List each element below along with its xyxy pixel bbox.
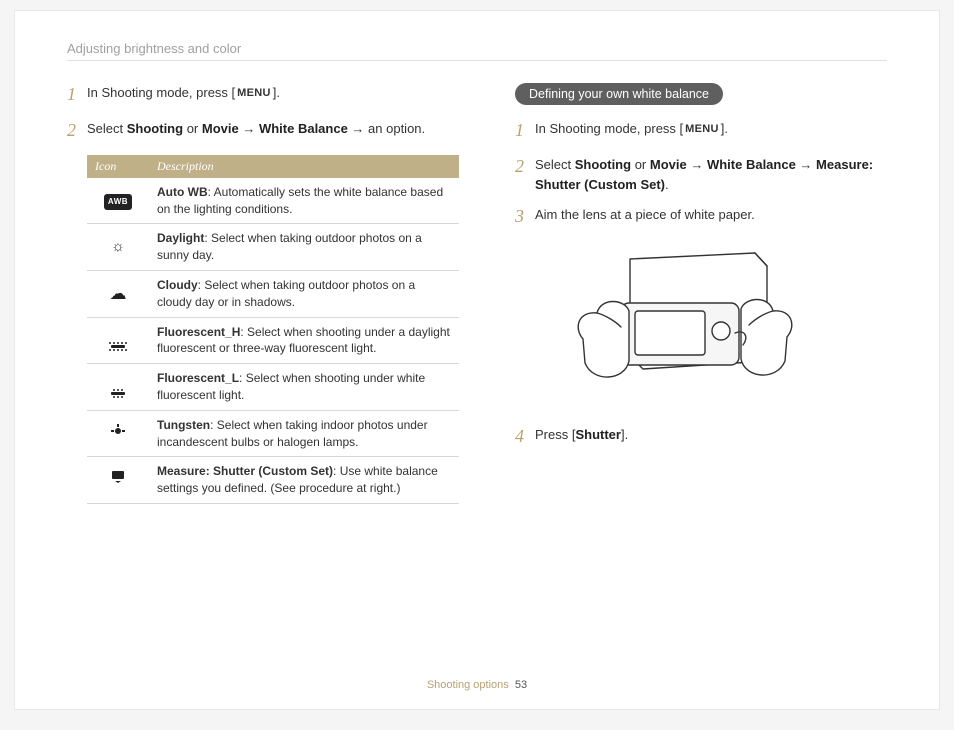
term: Measure: Shutter (Custom Set) — [157, 464, 333, 478]
t: White Balance — [259, 121, 348, 136]
fluorescent-h-icon — [109, 342, 127, 351]
right-step-1: 1 In Shooting mode, press [MENU]. — [515, 119, 887, 145]
t: Select — [535, 157, 575, 172]
auto-wb-icon: AWB — [104, 194, 132, 209]
icon-cell — [87, 457, 149, 504]
t: → — [239, 121, 259, 136]
term: Tungsten — [157, 418, 210, 432]
wb-tbody: AWB Auto WB: Automatically sets the white… — [87, 178, 459, 504]
icon-cell — [87, 317, 149, 364]
icon-cell: ☁ — [87, 270, 149, 317]
table-row: ☼ Daylight: Select when taking outdoor ph… — [87, 224, 459, 271]
t: or — [183, 121, 202, 136]
page-footer: Shooting options 53 — [15, 679, 939, 691]
desc-cell: Fluorescent_H: Select when shooting unde… — [149, 317, 459, 364]
term: Fluorescent_L — [157, 371, 239, 385]
illustration-hands-camera — [535, 241, 815, 411]
tungsten-icon — [110, 425, 126, 442]
left-step-1: 1 In Shooting mode, press [MENU]. — [67, 83, 459, 109]
footer-section: Shooting options — [427, 679, 509, 691]
t: → an option. — [348, 121, 425, 136]
t: → — [796, 157, 816, 172]
custom-set-icon — [110, 471, 126, 488]
table-row: Fluorescent_L: Select when shooting unde… — [87, 364, 459, 411]
col-icon: Icon — [87, 155, 149, 178]
term: Fluorescent_H — [157, 325, 240, 339]
t: Shutter — [575, 427, 621, 442]
desc-cell: Auto WB: Automatically sets the white ba… — [149, 178, 459, 224]
step-text: Aim the lens at a piece of white paper. — [535, 205, 755, 225]
t: → — [687, 157, 707, 172]
hands-camera-svg — [535, 241, 815, 411]
t: In Shooting mode, press [ — [535, 121, 683, 136]
right-column: Defining your own white balance 1 In Sho… — [515, 83, 887, 504]
text: ]. — [273, 85, 280, 100]
right-step-3: 3 Aim the lens at a piece of white paper… — [515, 205, 887, 231]
step-number: 1 — [515, 117, 535, 145]
step-text: Select Shooting or Movie → White Balance… — [87, 119, 425, 139]
step-number: 3 — [515, 203, 535, 231]
t: White Balance — [707, 157, 796, 172]
t: Select — [87, 121, 127, 136]
table-row: Measure: Shutter (Custom Set): Use white… — [87, 457, 459, 504]
desc-cell: Tungsten: Select when taking indoor phot… — [149, 410, 459, 457]
left-step-2: 2 Select Shooting or Movie → White Balan… — [67, 119, 459, 145]
t: ]. — [621, 427, 628, 442]
text: In Shooting mode, press [ — [87, 85, 235, 100]
section-pill: Defining your own white balance — [515, 83, 723, 105]
icon-cell — [87, 410, 149, 457]
term: Auto WB — [157, 185, 208, 199]
t: Movie — [650, 157, 687, 172]
white-balance-table: Icon Description AWB Auto WB: Automatical… — [87, 155, 459, 504]
step-text: Press [Shutter]. — [535, 425, 628, 445]
right-step-4: 4 Press [Shutter]. — [515, 425, 887, 451]
desc-cell: Fluorescent_L: Select when shooting unde… — [149, 364, 459, 411]
footer-page: 53 — [515, 679, 527, 691]
table-row: Tungsten: Select when taking indoor phot… — [87, 410, 459, 457]
step-number: 4 — [515, 423, 535, 451]
step-number: 1 — [67, 81, 87, 109]
table-row: Fluorescent_H: Select when shooting unde… — [87, 317, 459, 364]
t: Movie — [202, 121, 239, 136]
table-row: ☁ Cloudy: Select when taking outdoor phot… — [87, 270, 459, 317]
t: . — [665, 177, 669, 192]
t: Shooting — [575, 157, 631, 172]
term: Daylight — [157, 231, 204, 245]
icon-cell: AWB — [87, 178, 149, 224]
cloudy-icon: ☁ — [110, 284, 127, 303]
col-desc: Description — [149, 155, 459, 178]
left-column: 1 In Shooting mode, press [MENU]. 2 Sele… — [67, 83, 459, 504]
page-header: Adjusting brightness and color — [67, 41, 887, 61]
t: ]. — [721, 121, 728, 136]
table-row: AWB Auto WB: Automatically sets the white… — [87, 178, 459, 224]
fluorescent-l-icon — [111, 389, 125, 398]
menu-label: MENU — [683, 121, 721, 138]
menu-label: MENU — [235, 85, 273, 102]
icon-cell — [87, 364, 149, 411]
t: Shooting — [127, 121, 183, 136]
step-text: In Shooting mode, press [MENU]. — [535, 119, 728, 139]
manual-page: Adjusting brightness and color 1 In Shoo… — [14, 10, 940, 710]
step-text: In Shooting mode, press [MENU]. — [87, 83, 280, 103]
step-number: 2 — [515, 153, 535, 181]
step-number: 2 — [67, 117, 87, 145]
content-columns: 1 In Shooting mode, press [MENU]. 2 Sele… — [67, 83, 887, 504]
t: Press [ — [535, 427, 575, 442]
t: or — [631, 157, 650, 172]
desc-cell: Daylight: Select when taking outdoor pho… — [149, 224, 459, 271]
step-text: Select Shooting or Movie → White Balance… — [535, 155, 887, 195]
daylight-icon: ☼ — [111, 238, 125, 255]
table-header-row: Icon Description — [87, 155, 459, 178]
right-step-2: 2 Select Shooting or Movie → White Balan… — [515, 155, 887, 195]
desc-cell: Measure: Shutter (Custom Set): Use white… — [149, 457, 459, 504]
icon-cell: ☼ — [87, 224, 149, 271]
term: Cloudy — [157, 278, 198, 292]
desc-cell: Cloudy: Select when taking outdoor photo… — [149, 270, 459, 317]
